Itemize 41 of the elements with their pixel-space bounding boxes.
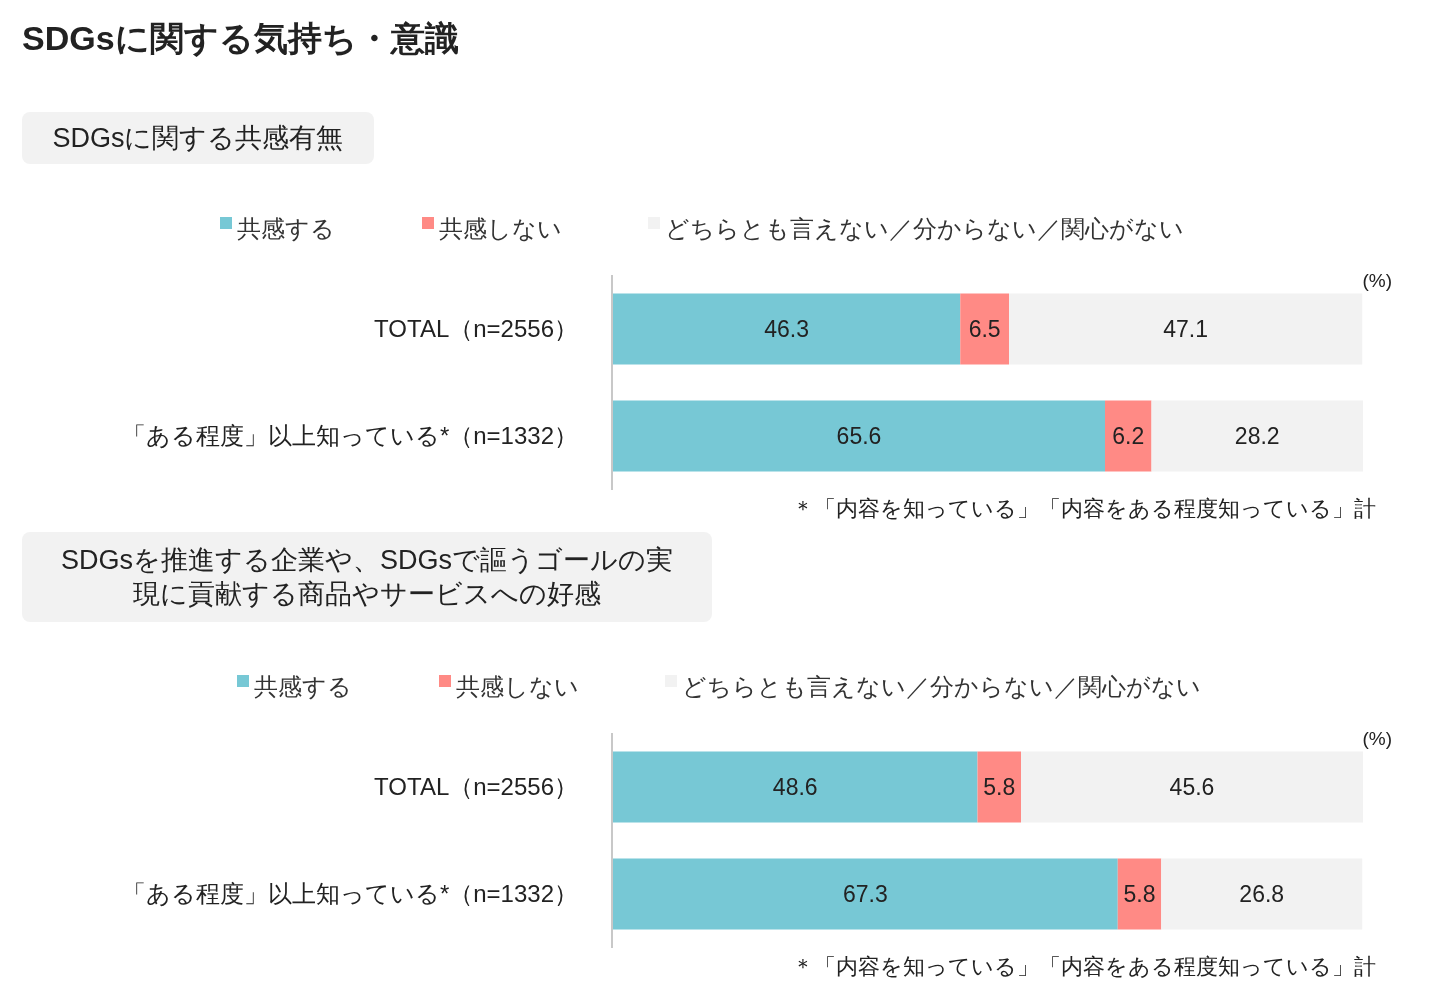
text: SDGsを推進する企業や、SDGsで謳うゴールの実現に貢献する商品やサービスへの好感	[60, 545, 674, 610]
bar	[613, 751, 978, 823]
data-label: 6.2	[1112, 423, 1145, 450]
annotation: (%)	[1362, 269, 1392, 291]
legend-label: 共感する	[254, 673, 352, 701]
data-label: 47.1	[1163, 316, 1209, 343]
legend-label: どちらとも言えない／分からない／関心がない	[682, 673, 1201, 701]
data-label: 28.2	[1234, 423, 1280, 450]
y-tick-label: TOTAL（n=2556）	[374, 773, 578, 801]
legend-label: 共感しない	[439, 215, 562, 243]
text: ＊「内容を知っている」「内容をある程度知っている」計	[792, 495, 1376, 521]
legend-label: 共感しない	[456, 673, 579, 701]
data-label: 46.3	[764, 316, 810, 343]
data-label: 67.3	[842, 881, 888, 908]
text: ＊「内容を知っている」「内容をある程度知っている」計	[792, 953, 1376, 979]
bar	[613, 293, 961, 365]
bar	[1021, 751, 1363, 823]
bar	[613, 400, 1105, 472]
y-tick-label: 「ある程度」以上知っている*（n=1332）	[121, 880, 578, 908]
data-label: 5.8	[983, 774, 1016, 801]
y-tick-label: 「ある程度」以上知っている*（n=1332）	[121, 422, 578, 450]
bar	[1009, 293, 1363, 365]
bar	[1117, 858, 1162, 930]
data-label: 6.5	[968, 316, 1001, 343]
data-label: 45.6	[1169, 774, 1215, 801]
y-tick-label: TOTAL（n=2556）	[374, 315, 578, 343]
annotation: (%)	[1362, 727, 1392, 749]
text: SDGsに関する気持ち・意識	[22, 19, 459, 57]
data-label: 48.6	[772, 774, 818, 801]
data-label: 5.8	[1123, 881, 1156, 908]
legend-label: どちらとも言えない／分からない／関心がない	[665, 215, 1184, 243]
bar	[977, 751, 1021, 823]
data-label: 26.8	[1239, 881, 1285, 908]
text: SDGsに関する共感有無	[52, 123, 344, 154]
bar	[1105, 400, 1152, 472]
bar	[1161, 858, 1363, 930]
data-label: 65.6	[836, 423, 882, 450]
bar	[1151, 400, 1363, 472]
legend-label: 共感する	[237, 215, 335, 243]
bar	[613, 858, 1118, 930]
bar	[960, 293, 1009, 365]
